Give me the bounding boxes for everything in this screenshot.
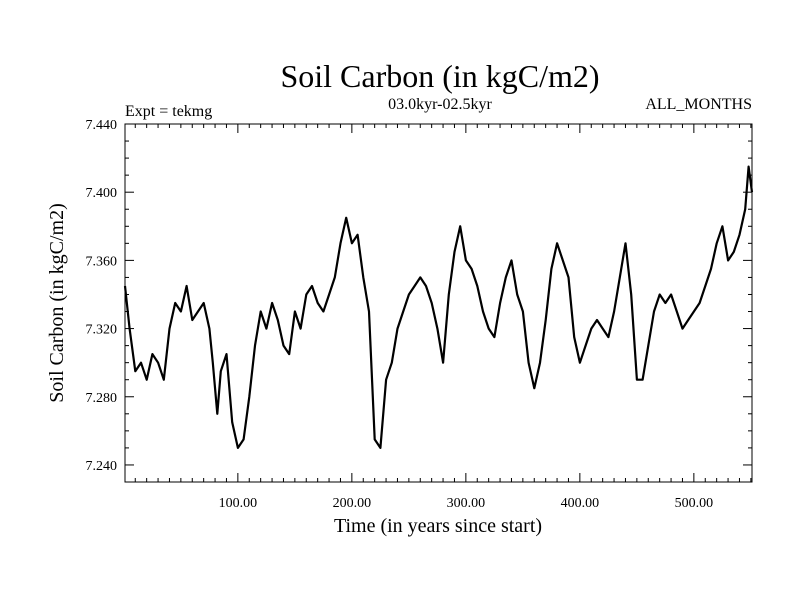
x-tick-label: 100.00 (219, 496, 258, 511)
y-tick-label: 7.280 (86, 391, 118, 406)
y-tick-label: 7.240 (86, 459, 118, 474)
y-axis-label: Soil Carbon (in kgC/m2) (46, 203, 68, 402)
x-tick-label: 400.00 (561, 496, 600, 511)
y-tick-label: 7.400 (86, 186, 118, 201)
major-ticks (125, 123, 752, 482)
x-axis-label: Time (in years since start) (334, 515, 542, 537)
x-tick-label: 300.00 (447, 496, 486, 511)
x-tick-label: 200.00 (333, 496, 372, 511)
x-tick-label: 500.00 (675, 496, 714, 511)
plot-area: 100.00 200.00 300.00 400.00 500.00 7.240 7.280… (86, 118, 754, 511)
plot-frame (124, 123, 753, 483)
months-note: ALL_MONTHS (645, 96, 752, 113)
chart-subtitle: 03.0kyr-02.5kyr (388, 96, 492, 113)
chart-title: Soil Carbon (in kgC/m2) (280, 58, 599, 94)
tick-labels: 100.00 200.00 300.00 400.00 500.00 7.240 7.280… (86, 118, 714, 511)
y-tick-label: 7.440 (86, 118, 118, 133)
y-tick-label: 7.320 (86, 323, 118, 338)
series-line-soil-carbon (123, 165, 754, 449)
experiment-note: Expt = tekmg (125, 103, 212, 120)
y-tick-label: 7.360 (86, 254, 118, 269)
